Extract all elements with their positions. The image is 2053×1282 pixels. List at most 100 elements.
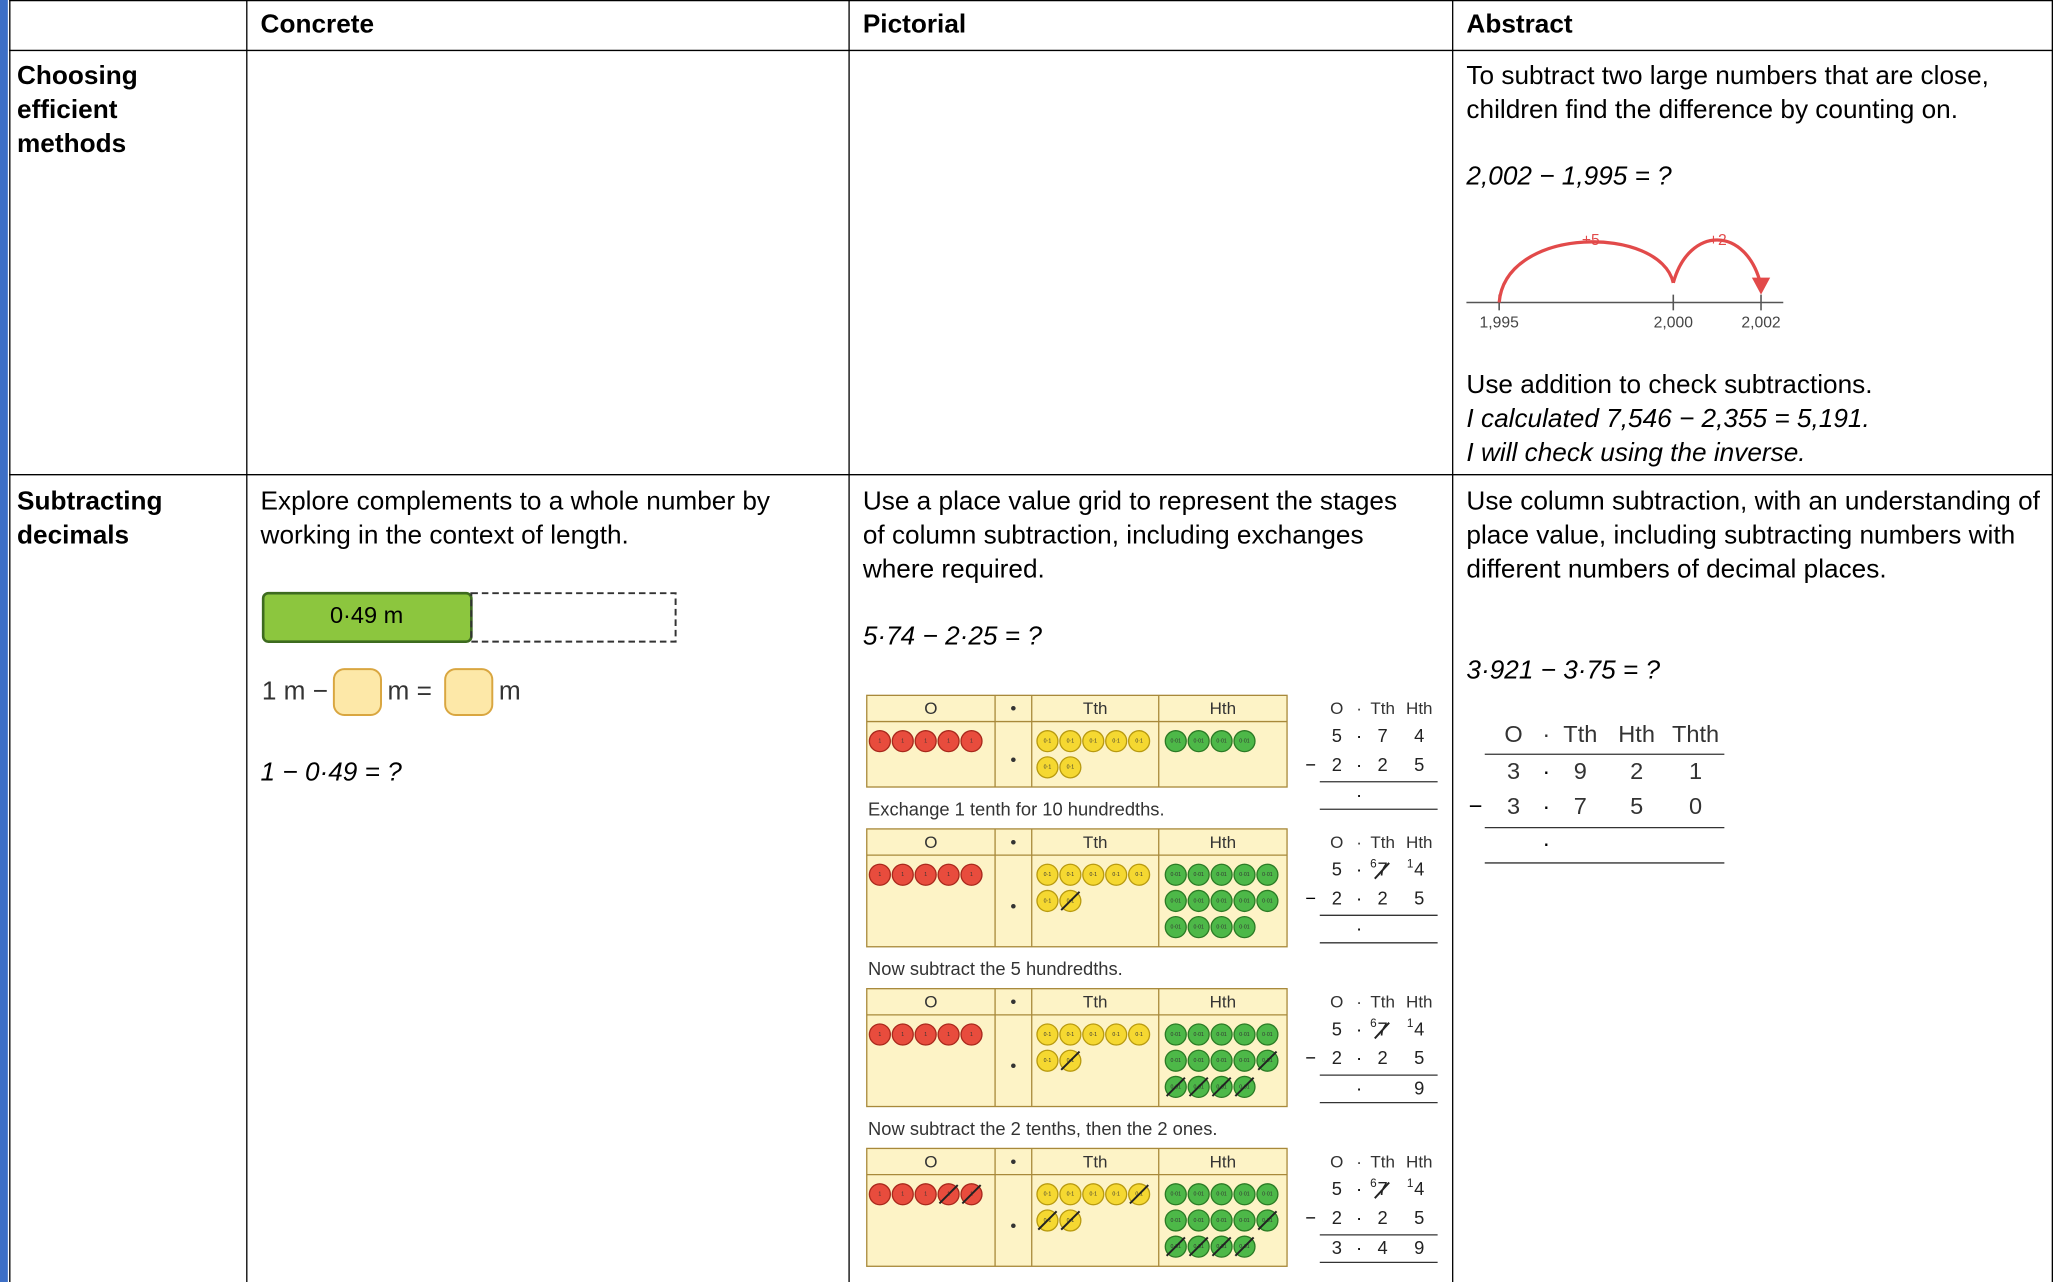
counter-label: 1: [924, 1192, 927, 1198]
minus: −: [1305, 1207, 1316, 1228]
digit: 7: [1378, 725, 1388, 746]
counter: [1256, 1183, 1279, 1206]
column-header: Abstract: [1466, 10, 1573, 40]
counter-label: 0·01: [1171, 872, 1182, 878]
counter-label: 0·01: [1262, 898, 1273, 904]
digit: 2: [1378, 1207, 1388, 1228]
counter: [1187, 889, 1210, 913]
cell-text: I will check using the inverse.: [1466, 438, 1806, 468]
point: ·: [1356, 1018, 1362, 1039]
answer-box: [444, 668, 494, 716]
jump-label: +2: [1709, 232, 1727, 249]
number-line-label: 1,995: [1480, 315, 1520, 332]
counter: [1036, 1023, 1059, 1046]
counter: [1105, 730, 1128, 753]
counter-label: 0·01: [1239, 1058, 1250, 1064]
counter-label: 0·1: [1044, 1192, 1052, 1198]
jump-arc: [1497, 240, 1675, 303]
counter-label: 0·1: [1112, 1032, 1120, 1038]
counter: [1256, 863, 1279, 886]
grid-point: •: [1010, 750, 1016, 769]
counter: [1233, 1023, 1256, 1046]
counter: [1233, 889, 1256, 913]
counter-label: 1: [878, 872, 881, 878]
counter-label: 0·01: [1216, 1058, 1227, 1064]
grid-header: Tth: [1083, 1152, 1108, 1171]
counter: [1187, 915, 1210, 939]
counter-label: 1: [924, 1032, 927, 1038]
written-header: Tth: [1563, 721, 1597, 747]
counter-label: 0·1: [1090, 872, 1098, 878]
minus: −: [1305, 887, 1316, 908]
exchange-digit: 6: [1370, 1177, 1377, 1190]
counter: [1233, 863, 1256, 886]
counter-label: 0·1: [1090, 739, 1098, 745]
counter-label: 0·01: [1239, 1218, 1250, 1224]
counter: [1105, 1183, 1128, 1206]
cross-out: [1234, 1236, 1255, 1257]
jump-label: +5: [1582, 232, 1600, 249]
counter: [1082, 1183, 1105, 1206]
cross-out: [1374, 1022, 1390, 1040]
row-label: Subtracting decimals: [17, 487, 163, 550]
counter: [1036, 756, 1059, 779]
counter: [914, 1023, 937, 1046]
counter: [1210, 915, 1233, 939]
digit: 5: [1332, 859, 1342, 880]
counter: [1256, 889, 1279, 913]
counter: [1187, 1183, 1210, 1206]
counter-label: 1: [901, 1192, 904, 1198]
counter: [1187, 863, 1210, 886]
counter: [1164, 863, 1187, 886]
sentence-part: 1 m −: [262, 676, 328, 706]
grid-point: •: [1010, 897, 1016, 916]
equation: 5·74 − 2·25 = ?: [862, 622, 1042, 651]
answer-box: [332, 668, 382, 716]
counter-label: 0·1: [1044, 872, 1052, 878]
counter: [868, 730, 891, 753]
digit: 2: [1332, 1207, 1342, 1228]
cross-out: [1129, 1184, 1149, 1205]
written-header: Tth: [1370, 1152, 1395, 1171]
stage-caption: Now subtract the 5 hundredths.: [868, 958, 1123, 979]
written-header: O: [1330, 833, 1343, 852]
length-bar: [261, 591, 473, 643]
cross-out: [1211, 1236, 1232, 1257]
written-header: ·: [1542, 721, 1550, 747]
counter-label: 0·01: [1171, 1192, 1182, 1198]
counter: [1059, 1023, 1082, 1046]
grid-header: •: [1010, 833, 1016, 852]
counter-label: 0·01: [1216, 1192, 1227, 1198]
stage-caption: Now subtract the 2 tenths, then the 2 on…: [868, 1118, 1217, 1139]
counter-label: 0·01: [1216, 898, 1227, 904]
counter: [1127, 863, 1151, 886]
counter-label: 0·1: [1044, 1058, 1052, 1064]
counter-label: 0·01: [1193, 872, 1204, 878]
counter: [1164, 1023, 1187, 1046]
counter-label: 1: [970, 739, 973, 745]
cross-out: [1060, 891, 1081, 911]
counter: [1233, 1049, 1256, 1072]
counter-label: 0·01: [1193, 898, 1204, 904]
written-header: O: [1330, 1152, 1343, 1171]
counter: [1059, 863, 1082, 886]
digit: 0: [1689, 793, 1702, 819]
counter: [1164, 1209, 1187, 1232]
counter-label: 1: [901, 739, 904, 745]
digit: 2: [1630, 758, 1643, 784]
counter-label: 0·01: [1193, 739, 1204, 745]
counter: [1210, 1183, 1233, 1206]
counter: [1164, 915, 1187, 939]
counter-label: 0·01: [1262, 1032, 1273, 1038]
counter-label: 0·1: [1112, 739, 1120, 745]
digit: 9: [1414, 1237, 1424, 1258]
digit: 3: [1507, 793, 1520, 819]
counter: [1082, 863, 1105, 886]
written-header: Hth: [1406, 1152, 1432, 1171]
counter: [960, 730, 983, 753]
point: ·: [1542, 830, 1550, 856]
counter-label: 1: [970, 1032, 973, 1038]
counter-label: 0·1: [1112, 1192, 1120, 1198]
counter: [1256, 1023, 1279, 1046]
